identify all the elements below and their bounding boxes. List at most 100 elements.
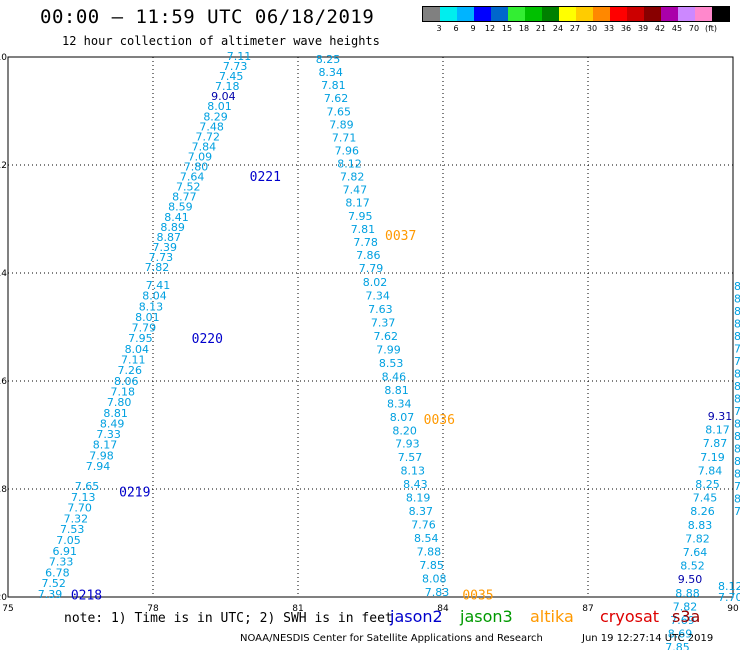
wave-height-value: 7.32 <box>64 512 89 525</box>
wave-height-value: 8.34 <box>387 397 412 410</box>
wave-height-value: 7.87 <box>703 437 728 450</box>
legend-label: 30 <box>586 24 598 33</box>
wave-height-value: 7.95 <box>348 210 373 223</box>
wave-height-value: 7.65 <box>75 480 100 493</box>
wave-height-value: 7.19 <box>700 451 725 464</box>
wave-height-value: 7.33 <box>49 556 74 569</box>
wave-height-value: 7.82 <box>340 171 365 184</box>
wave-height-value: 8.49 <box>100 417 125 430</box>
wave-height-value: 7.13 <box>71 491 96 504</box>
y-tick-label: 18 <box>0 485 7 495</box>
legend-label: 36 <box>620 24 632 33</box>
wave-height-value: 8.04 <box>142 290 167 303</box>
wave-height-value: 7.94 <box>86 460 111 473</box>
wave-height-value-clipped: 7 <box>734 505 740 518</box>
wave-height-value: 7.45 <box>219 70 244 83</box>
wave-height-value: 7.47 <box>343 184 368 197</box>
wave-height-value: 7.73 <box>223 60 248 73</box>
wave-height-value: 8.08 <box>422 573 447 586</box>
wave-height-value: 7.39 <box>38 588 63 601</box>
legend-swatch <box>508 7 525 21</box>
wave-height-value-clipped: 8 <box>734 330 740 343</box>
x-tick-label: 90 <box>727 604 739 614</box>
legend-swatch <box>440 7 457 21</box>
wave-height-value: 7.95 <box>128 332 153 345</box>
wave-height-value: 7.64 <box>180 171 205 184</box>
legend-label: 18 <box>518 24 530 33</box>
wave-height-value: 8.81 <box>103 407 128 420</box>
wave-height-value: 7.18 <box>110 385 135 398</box>
legend-swatch <box>491 7 508 21</box>
wave-height-value: 9.31 <box>708 410 733 423</box>
legend-label: 12 <box>484 24 496 33</box>
pass-label: 0036 <box>424 413 455 428</box>
wave-height-value: 7.89 <box>329 118 354 131</box>
wave-height-value: 7.83 <box>425 586 450 599</box>
wave-height-value: 8.17 <box>345 197 370 210</box>
legend-swatch <box>542 7 559 21</box>
wave-height-value: 7.53 <box>60 523 85 536</box>
wave-height-value: 7.81 <box>351 223 376 236</box>
legend-swatch <box>559 7 576 21</box>
legend-swatch <box>474 7 491 21</box>
wave-height-value: 8.88 <box>675 587 700 600</box>
wave-height-value: 8.34 <box>318 66 343 79</box>
wave-height-value: 8.46 <box>382 370 407 383</box>
wave-height-value: 7.99 <box>376 343 401 356</box>
pass-label: 0037 <box>385 229 416 244</box>
wave-height-value: 7.52 <box>176 181 201 194</box>
wave-height-value: 8.17 <box>705 424 730 437</box>
legend-label: 39 <box>637 24 649 33</box>
wave-height-value: 8.02 <box>363 276 388 289</box>
wave-height-value: 7.80 <box>107 396 132 409</box>
legend-label: 9 <box>470 24 476 33</box>
legend-label: 15 <box>501 24 513 33</box>
wave-height-value-clipped: 7 <box>734 343 740 356</box>
wave-height-value: 7.78 <box>353 236 378 249</box>
pass-label: 0035 <box>462 588 493 603</box>
wave-height-value: 7.84 <box>698 464 723 477</box>
pass-label: 0218 <box>71 588 102 603</box>
legend-labels: 3 6 9 12 15 18 21 24 27 30 33 36 39 42 45 70 (ft) <box>422 22 730 36</box>
legend-label: (ft) <box>704 24 718 33</box>
wave-height-value: 7.76 <box>411 519 436 532</box>
wave-height-value: 8.37 <box>409 505 434 518</box>
legend-swatches <box>422 6 730 22</box>
legend-cryosat: cryosat <box>600 607 660 626</box>
wave-height-value: 8.53 <box>379 357 404 370</box>
wave-height-value: 8.25 <box>695 478 720 491</box>
legend-swatch <box>695 7 712 21</box>
wave-height-value: 8.89 <box>160 221 185 234</box>
credit-timestamp: Jun 19 12:27:14 UTC 2019 <box>582 633 714 644</box>
x-tick-label: 78 <box>147 604 159 614</box>
wave-height-value: 7.72 <box>196 130 221 143</box>
wave-height-value: 8.13 <box>139 300 164 313</box>
wave-height-value-clipped: 8 <box>734 380 740 393</box>
wave-height-value: 7.79 <box>359 262 384 275</box>
wave-height-value: 8.54 <box>414 532 439 545</box>
wave-height-value: 8.25 <box>316 53 341 66</box>
wave-height-value-clipped: 7 <box>734 480 740 493</box>
x-tick-label: 75 <box>2 604 13 614</box>
pass-label: 0219 <box>119 486 150 501</box>
wave-height-value: 8.29 <box>203 110 228 123</box>
wave-height-value: 7.11 <box>227 50 252 63</box>
wave-height-value-clipped: 8 <box>734 280 740 293</box>
wave-height-value: 7.98 <box>89 449 114 462</box>
legend-swatch <box>610 7 627 21</box>
wave-height-value-clipped: 8 <box>734 430 740 443</box>
wave-height-value-clipped: 8 <box>734 318 740 331</box>
y-tick-label: 20 <box>0 593 7 603</box>
x-tick-label: 84 <box>437 604 449 614</box>
wave-height-value-clipped: 8 <box>734 493 740 506</box>
legend-swatch <box>678 7 695 21</box>
footer-note: note: 1) Time is in UTC; 2) SWH is in fe… <box>64 611 393 626</box>
y-tick-label: 14 <box>0 269 7 279</box>
wave-height-value: 8.13 <box>400 465 425 478</box>
legend-label: 42 <box>654 24 666 33</box>
wave-height-value: 8.20 <box>392 424 417 437</box>
wave-height-value: 8.52 <box>680 560 705 573</box>
legend-swatch <box>644 7 661 21</box>
wave-height-value-clipped: 8 <box>734 293 740 306</box>
wave-height-value-clipped: 8 <box>734 418 740 431</box>
